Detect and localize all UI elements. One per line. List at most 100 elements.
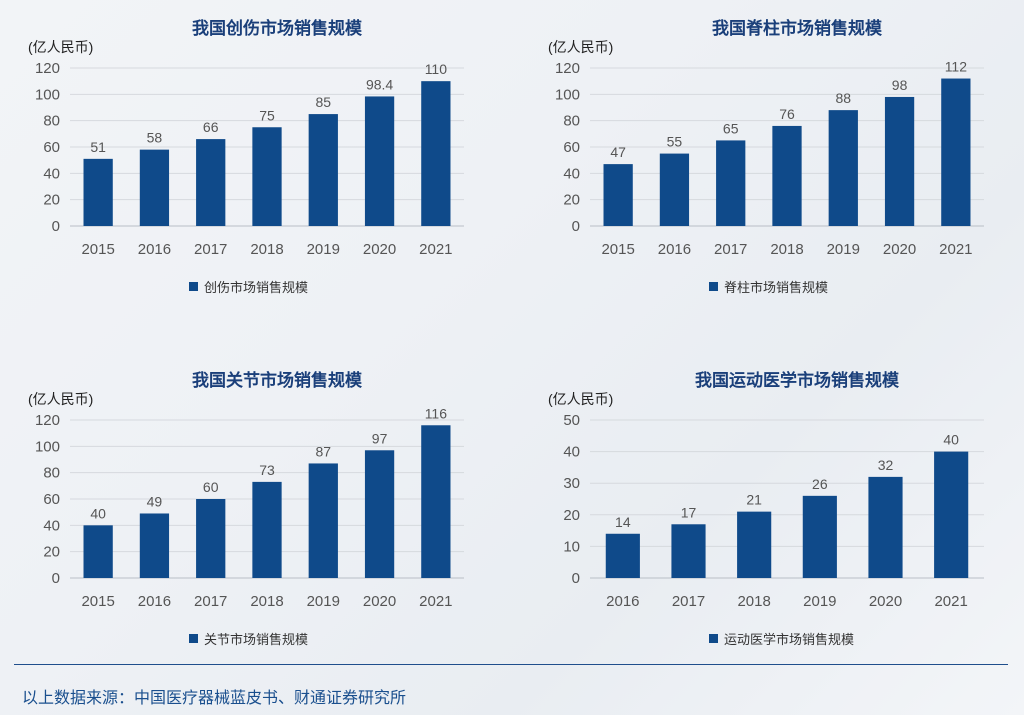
- y-tick-label: 20: [563, 507, 580, 524]
- y-tick-label: 100: [35, 86, 60, 103]
- x-tick-label: 2017: [714, 241, 747, 258]
- bar: [603, 164, 633, 226]
- y-tick-label: 50: [563, 412, 580, 429]
- legend-label: 创伤市场销售规模: [204, 280, 308, 295]
- y-tick-label: 120: [35, 60, 60, 77]
- x-tick-label: 2018: [250, 593, 283, 610]
- bar: [716, 140, 746, 226]
- y-tick-label: 0: [572, 218, 580, 235]
- x-tick-label: 2017: [194, 241, 227, 258]
- data-label: 60: [203, 479, 219, 495]
- x-tick-label: 2017: [194, 593, 227, 610]
- chart-svg-trauma: 我国创伤市场销售规模 (亿人民币) 0 20 40 60 80 100 120 51 2015 58 2…: [28, 18, 464, 295]
- legend-label: 脊柱市场销售规模: [724, 280, 828, 295]
- y-tick-label: 20: [43, 544, 60, 561]
- bar: [139, 149, 170, 226]
- y-tick-label: 20: [43, 192, 60, 209]
- data-label: 65: [723, 120, 739, 136]
- y-tick-label: 40: [563, 444, 580, 461]
- x-tick-label: 2019: [827, 241, 860, 258]
- bar: [802, 495, 837, 578]
- bar: [421, 81, 451, 227]
- data-label: 85: [315, 94, 331, 110]
- x-tick-label: 2016: [606, 593, 639, 610]
- data-label: 26: [812, 476, 828, 492]
- x-tick-label: 2020: [363, 593, 396, 610]
- bar: [252, 127, 282, 226]
- bar: [868, 476, 903, 578]
- data-label: 75: [259, 107, 275, 123]
- x-tick-label: 2016: [138, 241, 171, 258]
- bar: [196, 139, 226, 226]
- x-tick-label: 2020: [883, 241, 916, 258]
- x-tick-label: 2015: [81, 593, 114, 610]
- y-unit-label: (亿人民币): [28, 391, 93, 407]
- data-label: 17: [681, 504, 697, 520]
- bar: [737, 511, 772, 578]
- legend-swatch: [709, 282, 718, 291]
- y-tick-label: 0: [52, 218, 60, 235]
- bar: [934, 451, 969, 578]
- y-tick-label: 60: [43, 491, 60, 508]
- x-tick-label: 2017: [672, 593, 705, 610]
- legend-swatch: [189, 282, 198, 291]
- chart-svg-joint: 我国关节市场销售规模 (亿人民币) 0 20 40 60 80 100 120 40 2015 49 2…: [28, 370, 464, 647]
- bar: [308, 463, 338, 578]
- chart-panel-spine: 我国脊柱市场销售规模 (亿人民币) 0 20 40 60 80 100 120 47 2015 55 2…: [532, 10, 1024, 340]
- bar: [828, 110, 858, 226]
- x-tick-label: 2020: [363, 241, 396, 258]
- chart-panel-joint: 我国关节市场销售规模 (亿人民币) 0 20 40 60 80 100 120 40 2015 49 2…: [12, 362, 512, 692]
- bar: [83, 158, 113, 226]
- legend-label: 关节市场销售规模: [204, 632, 308, 647]
- x-tick-label: 2019: [307, 593, 340, 610]
- data-label: 47: [610, 144, 626, 160]
- legend-label: 运动医学市场销售规模: [724, 632, 854, 647]
- x-tick-label: 2021: [939, 241, 972, 258]
- bar: [364, 96, 395, 226]
- chart-svg-sports: 我国运动医学市场销售规模 (亿人民币) 0 10 20 30 40 50 14 2016 17 201…: [548, 370, 984, 647]
- bar: [772, 125, 802, 226]
- data-label: 32: [878, 457, 894, 473]
- x-tick-label: 2020: [869, 593, 902, 610]
- bar: [364, 450, 395, 578]
- bar: [659, 153, 690, 226]
- data-label: 88: [835, 90, 851, 106]
- bar: [139, 513, 170, 578]
- bar: [308, 114, 338, 226]
- x-tick-label: 2015: [601, 241, 634, 258]
- data-label: 21: [746, 492, 762, 508]
- chart-panel-sports: 我国运动医学市场销售规模 (亿人民币) 0 10 20 30 40 50 14 2016 17 201…: [532, 362, 1024, 692]
- y-tick-label: 100: [35, 438, 60, 455]
- y-unit-label: (亿人民币): [548, 391, 613, 407]
- y-unit-label: (亿人民币): [28, 39, 93, 55]
- data-label: 98: [892, 77, 908, 93]
- data-label: 110: [425, 61, 448, 77]
- chart-svg-spine: 我国脊柱市场销售规模 (亿人民币) 0 20 40 60 80 100 120 47 2015 55 2…: [548, 18, 984, 295]
- x-tick-label: 2021: [934, 593, 967, 610]
- x-tick-label: 2019: [803, 593, 836, 610]
- x-tick-label: 2015: [81, 241, 114, 258]
- bar: [941, 78, 971, 227]
- footer-divider: [14, 664, 1008, 665]
- x-tick-label: 2016: [658, 241, 691, 258]
- bar: [605, 533, 640, 578]
- data-label: 97: [372, 430, 388, 446]
- data-label: 116: [425, 405, 448, 421]
- bar: [884, 96, 915, 226]
- y-tick-label: 10: [563, 538, 580, 555]
- data-label: 55: [667, 134, 683, 150]
- y-unit-label: (亿人民币): [548, 39, 613, 55]
- data-label: 66: [203, 119, 219, 135]
- y-tick-label: 40: [43, 165, 60, 182]
- y-tick-label: 60: [563, 139, 580, 156]
- chart-title: 我国运动医学市场销售规模: [695, 370, 900, 390]
- x-tick-label: 2018: [770, 241, 803, 258]
- chart-title: 我国关节市场销售规模: [192, 370, 363, 390]
- data-label: 40: [90, 505, 106, 521]
- y-tick-label: 80: [43, 465, 60, 482]
- data-label: 58: [147, 130, 163, 146]
- source-note: 以上数据来源：中国医疗器械蓝皮书、财通证券研究所: [22, 690, 407, 707]
- data-label: 76: [779, 106, 795, 122]
- y-tick-label: 20: [563, 192, 580, 209]
